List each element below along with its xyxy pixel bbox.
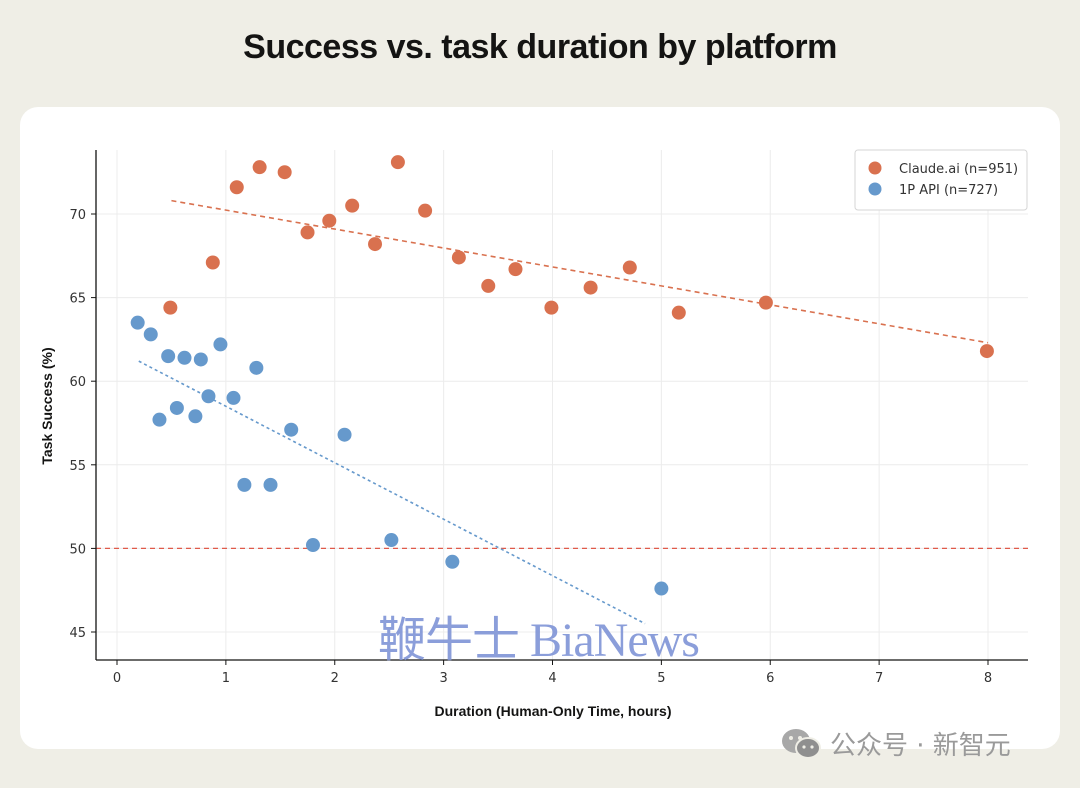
- api-data-point: [188, 409, 203, 424]
- claude-data-point: [583, 280, 598, 295]
- api-data-point: [201, 389, 216, 404]
- claude-data-point: [481, 278, 496, 293]
- claude-data-point: [205, 255, 220, 270]
- api-data-point: [213, 337, 228, 352]
- x-tick-label: 6: [766, 671, 774, 686]
- api-data-point: [193, 352, 208, 367]
- api-data-point: [237, 477, 252, 492]
- y-tick-label: 50: [69, 542, 86, 557]
- gridlines: [96, 150, 1028, 660]
- data-points: [130, 155, 994, 596]
- claude-data-point: [508, 262, 523, 277]
- watermark-text: 鞭牛士 BiaNews: [378, 614, 700, 667]
- legend: Claude.ai (n=951) 1P API (n=727): [854, 149, 1028, 211]
- x-tick-label: 0: [113, 671, 121, 686]
- legend-box: [854, 149, 1028, 211]
- x-tick-label: 7: [875, 671, 883, 686]
- claude-trendline: [171, 199, 989, 344]
- claude-data-point: [252, 160, 267, 175]
- legend-marker-api: [868, 182, 882, 196]
- y-tick-label: 65: [69, 292, 86, 307]
- x-tick-label: 4: [548, 671, 556, 686]
- legend-label-claude: Claude.ai (n=951): [899, 162, 1018, 177]
- api-data-point: [445, 554, 460, 569]
- x-axis-label: Duration (Human-Only Time, hours): [435, 703, 672, 719]
- api-trendline: [138, 360, 646, 625]
- trendlines: [138, 199, 989, 625]
- api-data-point: [130, 315, 145, 330]
- y-tick-label: 70: [69, 208, 86, 223]
- api-data-point: [152, 412, 167, 427]
- claude-data-point: [345, 198, 360, 213]
- api-data-point: [226, 390, 241, 405]
- api-data-point: [337, 427, 352, 442]
- wechat-icon: [782, 728, 821, 759]
- claude-data-point: [451, 250, 466, 265]
- api-data-point: [305, 538, 320, 553]
- claude-data-point: [758, 295, 773, 310]
- x-tick-label: 5: [657, 671, 665, 686]
- api-data-point: [654, 581, 669, 596]
- legend-marker-claude: [868, 161, 882, 175]
- y-tick-label: 55: [69, 459, 86, 474]
- api-data-point: [143, 327, 158, 342]
- claude-data-point: [368, 237, 383, 252]
- claude-data-point: [671, 305, 686, 320]
- api-data-point: [177, 350, 192, 365]
- wechat-caption-text: 公众号 · 新智元: [830, 731, 1011, 761]
- x-tick-label: 1: [222, 671, 230, 686]
- api-data-point: [284, 422, 299, 437]
- claude-data-point: [163, 300, 178, 315]
- x-tick-label: 3: [439, 671, 447, 686]
- claude-data-point: [418, 203, 433, 218]
- api-data-point: [161, 349, 176, 364]
- wechat-caption: 公众号 · 新智元: [780, 725, 1011, 762]
- x-tick-label: 2: [331, 671, 339, 686]
- y-tick-label: 60: [69, 375, 86, 390]
- api-data-point: [249, 360, 264, 375]
- x-tick-label: 8: [984, 671, 992, 686]
- api-data-point: [169, 400, 184, 415]
- api-data-point: [263, 477, 278, 492]
- y-tick-label: 45: [69, 626, 86, 641]
- claude-data-point: [322, 213, 337, 228]
- claude-data-point: [229, 180, 244, 195]
- claude-data-point: [979, 344, 994, 359]
- api-data-point: [384, 533, 399, 548]
- claude-data-point: [390, 155, 405, 170]
- chart-title: Success vs. task duration by platform: [243, 28, 837, 66]
- y-axis-label: Task Success (%): [39, 347, 55, 464]
- claude-data-point: [622, 260, 637, 275]
- legend-label-api: 1P API (n=727): [899, 183, 998, 198]
- claude-data-point: [277, 165, 292, 180]
- claude-data-point: [300, 225, 315, 240]
- claude-data-point: [544, 300, 559, 315]
